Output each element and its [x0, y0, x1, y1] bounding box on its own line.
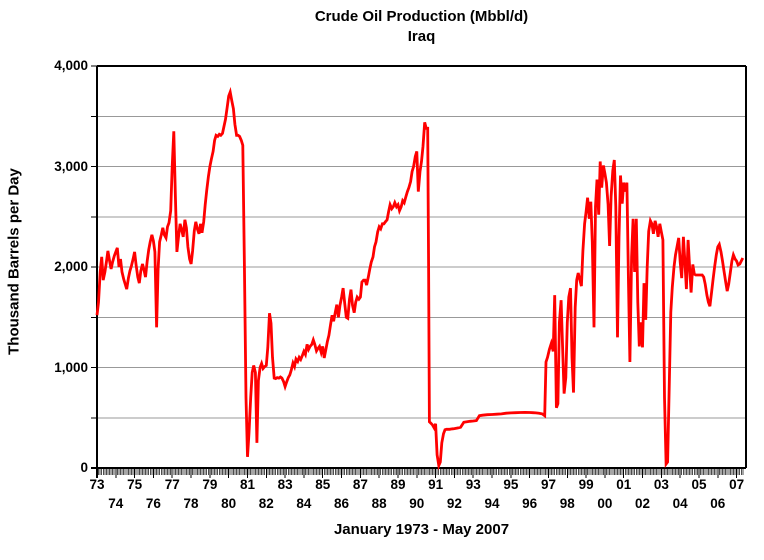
x-tick-label: 86 [334, 496, 350, 511]
x-tick-label: 07 [729, 477, 745, 492]
x-tick-label: 75 [127, 477, 143, 492]
x-tick-label: 00 [597, 496, 613, 511]
x-tick-label: 03 [653, 477, 669, 492]
x-tick-label: 95 [503, 477, 519, 492]
x-tick-label: 94 [484, 496, 500, 511]
y-tick-label: 0 [80, 460, 88, 475]
x-tick-label: 85 [315, 477, 331, 492]
x-tick-label: 04 [672, 496, 688, 511]
x-tick-label: 76 [145, 496, 161, 511]
x-tick-label: 99 [578, 477, 594, 492]
x-tick-label: 05 [691, 477, 707, 492]
x-tick-label: 97 [540, 477, 556, 492]
x-tick-label: 98 [559, 496, 575, 511]
x-tick-label: 83 [277, 477, 293, 492]
production-line-series [95, 86, 745, 471]
y-tick-label: 1,000 [54, 359, 88, 375]
x-tick-label: 01 [616, 477, 632, 492]
x-tick-label: 82 [258, 496, 274, 511]
x-tick-label: 81 [239, 477, 255, 492]
x-tick-label: 84 [296, 496, 312, 511]
x-tick-label: 78 [183, 496, 199, 511]
x-tick-label: 74 [108, 496, 124, 511]
x-tick-label: 77 [164, 477, 180, 492]
x-tick-label: 89 [390, 477, 406, 492]
x-tick-label: 90 [409, 496, 425, 511]
x-tick-label: 93 [465, 477, 481, 492]
x-tick-label: 87 [352, 477, 368, 492]
chart-title: Crude Oil Production (Mbbl/d) [314, 8, 529, 25]
x-axis-title: January 1973 - May 2007 [333, 521, 510, 538]
x-tick-label: 06 [710, 496, 726, 511]
x-tick-label: 80 [221, 496, 237, 511]
x-tick-label: 92 [446, 496, 462, 511]
y-tick-label: 2,000 [54, 259, 88, 274]
x-tick-label: 88 [371, 496, 387, 511]
y-tick-label: 4,000 [54, 58, 88, 73]
y-tick-label: 3,000 [54, 158, 88, 174]
x-tick-label: 02 [635, 496, 651, 511]
x-tick-label: 79 [202, 477, 218, 492]
x-tick-label: 91 [428, 477, 444, 492]
y-axis-title: Thousand Barrels per Day [5, 168, 23, 355]
x-tick-label: 96 [522, 496, 538, 511]
chart-subtitle: Iraq [407, 28, 436, 45]
x-tick-label: 73 [89, 477, 105, 492]
